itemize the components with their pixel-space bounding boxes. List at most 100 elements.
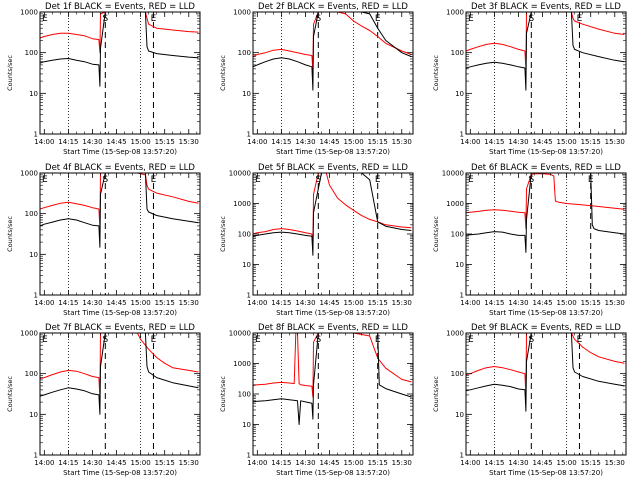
x-tick-label: 14:00 (247, 299, 267, 307)
x-tick-label: 14:30 (295, 138, 315, 146)
x-tick-label: 14:30 (82, 138, 102, 146)
y-tick-label: 1 (34, 131, 38, 139)
series-line-events (39, 172, 199, 248)
x-axis-label: Start Time (15-Sep-08 13:57:20) (489, 469, 603, 477)
x-tick-label: 15:15 (368, 138, 388, 146)
x-tick-label: 14:45 (532, 459, 552, 467)
x-tick-label: 15:00 (131, 459, 151, 467)
interval-marker-s: S (102, 335, 108, 345)
panel-5f: Det 5f BLACK = Events, RED = LLD Counts/s… (219, 163, 414, 317)
x-tick-label: 14:15 (271, 138, 291, 146)
interval-marker-s: S (528, 335, 534, 345)
plot-frame (252, 11, 414, 135)
y-tick-label: 100 (451, 231, 464, 239)
interval-marker-s: S (315, 175, 321, 185)
x-tick-label: 14:30 (295, 299, 315, 307)
x-tick-label: 15:15 (155, 138, 175, 146)
x-tick-label: 15:15 (581, 299, 601, 307)
panel-title: Det 1f BLACK = Events, RED = LLD (45, 2, 195, 12)
interval-marker-e: E (42, 14, 48, 24)
x-axis-label: Start Time (15-Sep-08 13:57:20) (63, 469, 177, 477)
x-tick-label: 15:30 (392, 459, 412, 467)
x-tick-label: 15:15 (368, 299, 388, 307)
y-tick-label: 1 (34, 292, 38, 300)
y-axis-label: Counts/sec (219, 216, 227, 252)
panel-title: Det 6f BLACK = Events, RED = LLD (471, 163, 621, 173)
interval-marker-e: E (468, 335, 474, 345)
y-tick-label: 10 (455, 261, 464, 269)
y-tick-label: 1000 (446, 330, 464, 338)
y-tick-label: 1 (460, 452, 464, 460)
series-line-events (252, 11, 412, 91)
interval-marker-s: S (528, 175, 534, 185)
interval-marker-s: S (315, 335, 321, 345)
interval-marker-e: E (255, 175, 261, 185)
plot-frame (465, 332, 627, 456)
panel-title: Det 2f BLACK = Events, RED = LLD (258, 2, 408, 12)
x-tick-label: 14:15 (58, 459, 78, 467)
x-tick-label: 15:30 (392, 299, 412, 307)
series-line-events (465, 11, 625, 91)
y-tick-label: 10 (455, 90, 464, 98)
y-tick-label: 1000 (20, 330, 38, 338)
y-tick-label: 1000 (446, 200, 464, 208)
x-tick-label: 14:45 (532, 138, 552, 146)
x-tick-label: 15:15 (155, 459, 175, 467)
series-line-lld (39, 332, 199, 399)
x-tick-label: 14:00 (247, 459, 267, 467)
x-tick-label: 14:30 (508, 299, 528, 307)
x-tick-label: 14:30 (295, 459, 315, 467)
y-tick-label: 10000 (442, 170, 464, 178)
interval-marker-e: E (42, 175, 48, 185)
series-line-events (465, 332, 625, 412)
y-tick-label: 100 (238, 231, 251, 239)
plot-frame (465, 11, 627, 135)
x-tick-label: 15:30 (605, 138, 625, 146)
x-tick-label: 14:45 (319, 138, 339, 146)
interval-marker-s: S (315, 14, 321, 24)
series-line-events (465, 172, 625, 253)
x-tick-label: 14:45 (106, 138, 126, 146)
series-line-events (39, 11, 199, 87)
x-tick-label: 15:00 (344, 459, 364, 467)
series-line-lld (252, 332, 412, 398)
plot-frame (39, 332, 201, 456)
y-tick-label: 1 (247, 131, 251, 139)
y-tick-label: 10 (242, 421, 251, 429)
interval-marker-e: E (375, 14, 381, 24)
interval-marker-e: E (468, 14, 474, 24)
panel-7f: Det 7f BLACK = Events, RED = LLD Counts/s… (6, 323, 201, 477)
y-tick-label: 1 (247, 452, 251, 460)
x-axis-label: Start Time (15-Sep-08 13:57:20) (276, 148, 390, 156)
x-tick-label: 15:30 (179, 299, 199, 307)
y-tick-label: 1 (460, 292, 464, 300)
y-axis-label: Counts/sec (6, 376, 14, 412)
interval-marker-e: E (151, 335, 157, 345)
x-axis-label: Start Time (15-Sep-08 13:57:20) (276, 309, 390, 317)
series-line-events (252, 172, 412, 256)
x-tick-label: 14:00 (34, 459, 54, 467)
interval-marker-s: S (102, 175, 108, 185)
panel-2f: Det 2f BLACK = Events, RED = LLD Counts/s… (219, 2, 414, 156)
x-tick-label: 14:15 (271, 299, 291, 307)
y-tick-label: 1 (247, 292, 251, 300)
interval-marker-e: E (577, 335, 583, 345)
interval-marker-e: E (588, 175, 594, 185)
x-tick-label: 15:30 (179, 459, 199, 467)
panel-8f: Det 8f BLACK = Events, RED = LLD Counts/s… (219, 323, 414, 477)
x-tick-label: 14:00 (460, 459, 480, 467)
x-axis-label: Start Time (15-Sep-08 13:57:20) (63, 309, 177, 317)
x-tick-label: 14:15 (484, 459, 504, 467)
series-line-lld (252, 172, 412, 251)
plot-frame (252, 332, 414, 456)
y-tick-label: 10000 (229, 330, 251, 338)
x-tick-label: 14:30 (508, 138, 528, 146)
x-tick-label: 15:00 (131, 299, 151, 307)
y-tick-label: 100 (25, 49, 38, 57)
series-line-events (39, 332, 199, 415)
plot-frame (39, 11, 201, 135)
y-tick-label: 1000 (20, 9, 38, 17)
y-tick-label: 10000 (229, 170, 251, 178)
interval-marker-e: E (255, 335, 261, 345)
x-tick-label: 15:15 (581, 138, 601, 146)
